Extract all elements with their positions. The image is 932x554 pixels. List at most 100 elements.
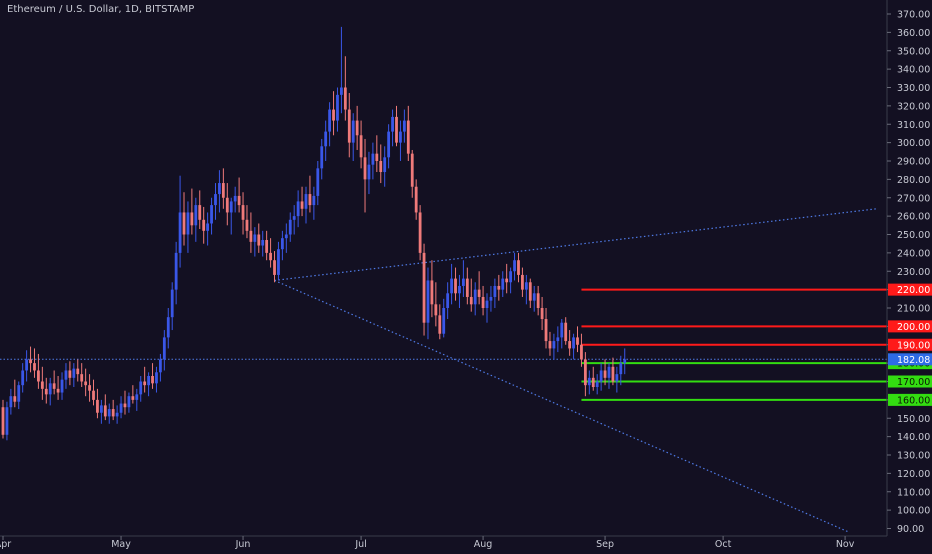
price-tick-label: 310.00 [897,120,930,131]
candle-down [182,212,186,235]
candle-down [528,282,532,301]
level-badge-resistance [888,338,932,351]
candle-up [5,407,9,435]
price-tick-label: 280.00 [897,175,930,186]
candle-down [96,399,99,413]
candle-up [552,341,556,349]
level-badge-label: 220.00 [897,285,930,296]
candle-down [536,293,540,308]
candle-up [619,363,623,375]
time-tick-label: Nov [836,539,855,550]
candle-up [135,394,139,400]
candle-down [92,390,95,400]
level-badge-label: 190.00 [897,340,930,351]
level-badge-support [888,375,932,388]
candle-up [296,201,300,217]
chart-title: Ethereum / U.S. Dollar, 1D, BITSTAMP [7,4,195,15]
trendline[interactable] [274,208,877,282]
price-tick-label: 360.00 [897,28,930,39]
candle-up [340,87,343,95]
candle-down [76,368,80,375]
candle-up [399,131,402,143]
candle-up [99,405,103,413]
candle-up [48,383,52,395]
time-tick-label: Aug [474,539,493,550]
candle-down [88,385,91,391]
candle-down [13,396,17,402]
level-badge-support [888,393,932,406]
candle-down [548,341,552,349]
candle-down [418,212,422,253]
candle-down [434,304,438,316]
candle-up [64,370,68,380]
candle-up [615,374,619,382]
candle-down [68,370,72,378]
candle-down [29,359,32,364]
candle-up [229,201,233,213]
candle-up [316,168,320,196]
price-tick-label: 370.00 [897,10,930,21]
candle-down [611,366,615,382]
candle-down [580,344,583,360]
level-badge-resistance [888,320,932,333]
price-tick-label: 110.00 [897,487,930,498]
price-tick-label: 150.00 [897,414,930,425]
candle-up [253,234,257,242]
candle-up [426,280,430,323]
candle-down [343,87,347,110]
candle-up [446,293,450,308]
candle-down [269,252,272,261]
time-tick-label: May [111,539,131,550]
candle-down [143,381,147,386]
price-tick-label: 330.00 [897,83,930,94]
candle-down [481,296,485,308]
price-tick-label: 340.00 [897,65,930,76]
candle-down [438,315,442,334]
candle-up [21,370,25,386]
candle-up [328,109,332,132]
last-price-badge [888,353,932,366]
candle-down [454,278,457,294]
candle-down [406,120,410,154]
candle-down [465,278,469,297]
candle-up [556,337,560,342]
candle-up [206,223,210,231]
candle-down [257,234,261,246]
candle-up [115,412,119,417]
horizontal-levels[interactable] [581,288,887,401]
candle-up [280,238,284,250]
time-tick-label: Apr [0,539,11,550]
candle-up [442,308,446,334]
candle-down [300,201,304,209]
price-tick-label: 290.00 [897,157,930,168]
candle-up [218,183,221,195]
candle-down [33,363,36,371]
candle-down [308,194,312,206]
candle-up [9,396,13,408]
candle-up [186,212,190,235]
candle-up [147,375,150,386]
time-axis[interactable]: Apr May Jun Jul Aug Sep Oct Nov [0,535,887,550]
candle-down [225,197,229,213]
candle-down [44,388,48,395]
candle-down [80,374,84,382]
candle-up [25,359,29,371]
price-axis[interactable]: 90.00 100.00 110.00 120.00 130.00 140.00 150.0… [886,0,932,536]
candle-down [497,285,501,290]
level-badge-resistance [888,283,932,296]
price-tick-label: 270.00 [897,193,930,204]
candle-up [107,409,111,417]
last-price-label: 182.08 [897,355,930,366]
candle-down [521,274,524,290]
price-tick-label: 140.00 [897,432,930,443]
trendline[interactable] [274,279,850,533]
price-tick-label: 130.00 [897,451,930,462]
candle-down [123,403,127,408]
level-badge-label: 160.00 [897,395,930,406]
candle-up [170,289,174,318]
candle-up [532,293,536,301]
trendlines[interactable] [274,208,877,533]
